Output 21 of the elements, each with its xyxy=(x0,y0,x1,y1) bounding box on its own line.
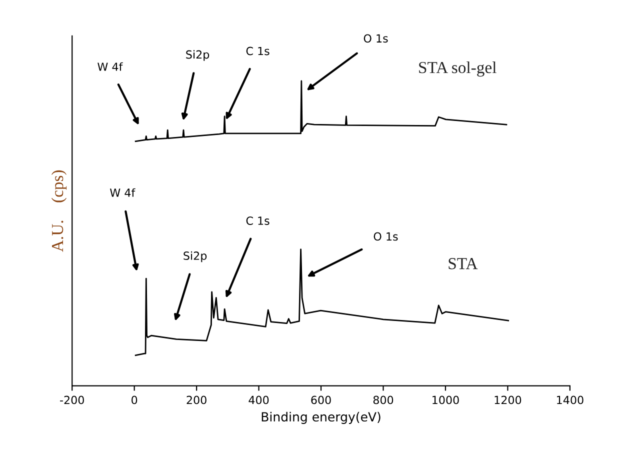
text: O 1s xyxy=(364,34,388,43)
text: STA sol-gel xyxy=(419,61,496,77)
text: Si2p xyxy=(186,50,210,61)
x-tick-label: 200 xyxy=(186,396,206,404)
text: STA xyxy=(448,258,478,270)
x-tick-label: 1400 xyxy=(557,396,584,404)
x-tick-label: 0 xyxy=(132,396,138,404)
x-tick-label: 400 xyxy=(248,396,269,404)
annotation: C 1s xyxy=(246,216,270,225)
x-tick-label: -200 xyxy=(60,396,84,404)
x-tick-label: 1200 xyxy=(494,396,522,404)
x-axis-title: Binding energy(eV) xyxy=(262,412,380,424)
x-tick-label: 1000 xyxy=(432,396,459,404)
text: W 4f xyxy=(98,62,123,71)
y-axis-title: A.U. (cps) xyxy=(51,170,67,252)
annotation: W 4f xyxy=(110,188,136,197)
x-tick-label: 600 xyxy=(311,396,331,404)
x-tick-label: 800 xyxy=(373,396,394,404)
annotation: Si2p xyxy=(184,251,207,262)
text: C 1s xyxy=(246,46,270,56)
annotation: O 1s xyxy=(374,232,398,241)
